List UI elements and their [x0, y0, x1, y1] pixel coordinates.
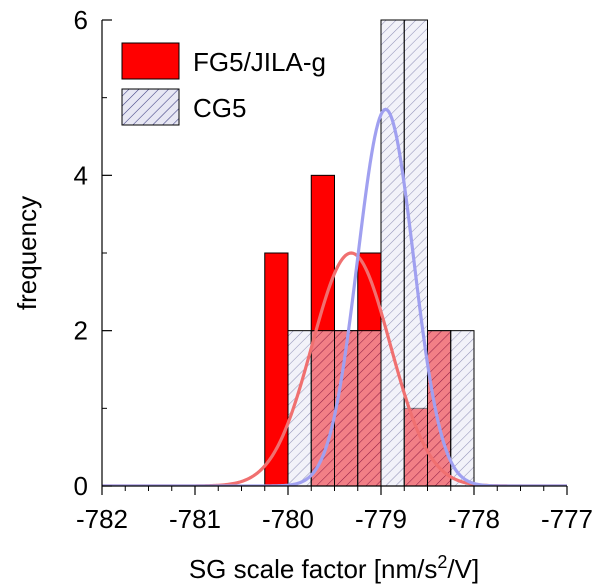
y-tick-label: 6 [74, 5, 88, 35]
x-tick-label: -782 [76, 504, 128, 534]
x-tick-label: -777 [541, 504, 593, 534]
y-tick-label: 2 [74, 316, 88, 346]
cg5-bar [380, 19, 405, 487]
legend-label-cg5: CG5 [193, 93, 246, 123]
legend-swatch-cg5 [121, 88, 180, 126]
y-tick-label: 0 [74, 471, 88, 501]
y-axis-title: frequency [12, 196, 42, 310]
x-tick-label: -781 [169, 504, 221, 534]
cg5-bar [310, 330, 335, 487]
legend: FG5/JILA-g CG5 [121, 42, 326, 126]
cg5-bar [357, 330, 382, 487]
x-tick-label: -778 [448, 504, 500, 534]
legend-swatch-fg5 [121, 42, 180, 80]
x-axis-title: SG scale factor [nm/s2/V] [189, 552, 479, 584]
x-tick-label: -780 [262, 504, 314, 534]
cg5-bar [427, 330, 452, 487]
x-tick-label: -779 [355, 504, 407, 534]
axes: 0 2 4 6 -782 -781 -780 -779 -778 -777 [74, 5, 593, 534]
cg5-bar [287, 330, 312, 487]
cg5-bar [450, 330, 475, 487]
y-tick-label: 4 [74, 160, 88, 190]
legend-label-fg5: FG5/JILA-g [193, 47, 326, 77]
cg5-bar [403, 19, 428, 487]
